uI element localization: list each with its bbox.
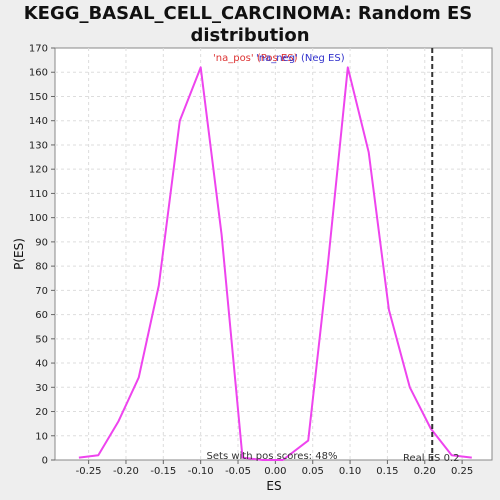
y-tick-label: 150 (29, 92, 48, 103)
plot-area (54, 47, 493, 461)
y-tick-label: 40 (35, 359, 48, 370)
y-tick-label: 0 (42, 456, 48, 467)
y-tick-label: 80 (35, 262, 48, 273)
pos-score-annotation: Sets with pos scores: 48% (207, 451, 338, 462)
y-tick-label: 160 (29, 68, 48, 79)
x-tick-label: -0.15 (150, 466, 176, 477)
y-tick-label: 70 (35, 286, 48, 297)
x-axis-label: ES (266, 479, 281, 493)
x-tick-label: 0.10 (339, 466, 361, 477)
y-tick-label: 90 (35, 237, 48, 248)
y-tick-label: 20 (35, 407, 48, 418)
y-tick-label: 120 (29, 165, 48, 176)
y-tick-label: 140 (29, 116, 48, 127)
x-tick-label: 0.00 (264, 466, 286, 477)
x-tick-label: 0.05 (302, 466, 324, 477)
y-tick-label: 10 (35, 431, 48, 442)
chart-title-line2: distribution (190, 25, 309, 46)
x-tick-label: 0.15 (376, 466, 398, 477)
y-axis-ticks: 0 10 20 30 40 50 60 70 80 90 100 110 120 130 140 150 160… (29, 44, 55, 467)
x-tick-label: 0.20 (414, 466, 436, 477)
y-tick-label: 60 (35, 310, 48, 321)
chart-title-line1: KEGG_BASAL_CELL_CARCINOMA: Random ES (24, 3, 473, 24)
x-tick-label: 0.25 (451, 466, 473, 477)
y-tick-label: 50 (35, 334, 48, 345)
y-tick-label: 100 (29, 213, 48, 224)
y-tick-label: 130 (29, 140, 48, 151)
y-tick-label: 110 (29, 189, 48, 200)
x-tick-label: -0.10 (188, 466, 214, 477)
x-axis-ticks: -0.25 -0.20 -0.15 -0.10 -0.05 0.00 0.05 0.10 0.1… (76, 460, 473, 477)
y-tick-label: 170 (29, 44, 48, 55)
real-es-annotation: Real ES 0.2 (403, 453, 459, 464)
y-axis-label: P(ES) (12, 238, 26, 270)
series-group (78, 66, 472, 461)
y-tick-label: 30 (35, 383, 48, 394)
x-tick-label: -0.20 (113, 466, 139, 477)
x-tick-label: -0.25 (76, 466, 102, 477)
legend-neg-entry: 'na_neg' (Neg ES) (256, 53, 345, 64)
x-tick-label: -0.05 (225, 466, 251, 477)
legend-pos-entry: 'na_pos' (Pos ES) (213, 53, 298, 64)
es-distribution-line (78, 66, 472, 461)
